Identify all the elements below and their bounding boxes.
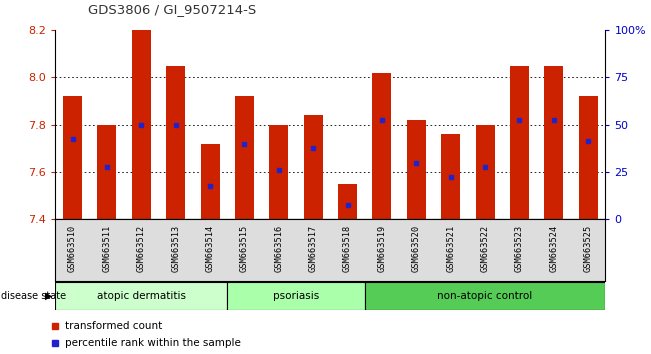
Text: psoriasis: psoriasis <box>273 291 319 301</box>
Text: transformed count: transformed count <box>65 321 163 331</box>
Text: GSM663518: GSM663518 <box>343 224 352 272</box>
Bar <box>227 282 365 310</box>
Text: GSM663522: GSM663522 <box>480 224 490 272</box>
Text: GSM663514: GSM663514 <box>206 224 215 272</box>
Bar <box>338 184 357 219</box>
Text: GSM663517: GSM663517 <box>309 224 318 272</box>
Bar <box>166 65 185 219</box>
Bar <box>510 65 529 219</box>
Bar <box>55 282 227 310</box>
Bar <box>407 120 426 219</box>
Text: GSM663523: GSM663523 <box>515 224 524 272</box>
Text: GSM663511: GSM663511 <box>102 224 111 272</box>
Bar <box>476 125 495 219</box>
Text: GSM663516: GSM663516 <box>274 224 283 272</box>
Text: disease state: disease state <box>1 291 66 301</box>
Text: GSM663519: GSM663519 <box>378 224 387 272</box>
Bar <box>270 125 288 219</box>
Bar <box>365 282 605 310</box>
Text: GSM663521: GSM663521 <box>446 224 455 272</box>
Bar <box>441 134 460 219</box>
Bar <box>132 30 151 219</box>
Text: percentile rank within the sample: percentile rank within the sample <box>65 338 241 348</box>
Text: GSM663515: GSM663515 <box>240 224 249 272</box>
Bar <box>98 125 117 219</box>
Text: GSM663512: GSM663512 <box>137 224 146 272</box>
Bar <box>579 96 598 219</box>
Bar <box>304 115 323 219</box>
Text: GSM663510: GSM663510 <box>68 224 77 272</box>
Text: GSM663520: GSM663520 <box>412 224 421 272</box>
Text: ▶: ▶ <box>44 291 52 301</box>
Bar <box>372 73 391 219</box>
Text: non-atopic control: non-atopic control <box>437 291 533 301</box>
Text: GSM663525: GSM663525 <box>584 224 593 272</box>
Bar <box>63 96 82 219</box>
Text: GSM663524: GSM663524 <box>549 224 559 272</box>
Bar <box>544 65 563 219</box>
Bar <box>201 144 219 219</box>
Text: GDS3806 / GI_9507214-S: GDS3806 / GI_9507214-S <box>88 3 256 16</box>
Text: GSM663513: GSM663513 <box>171 224 180 272</box>
Bar <box>235 96 254 219</box>
Text: atopic dermatitis: atopic dermatitis <box>97 291 186 301</box>
